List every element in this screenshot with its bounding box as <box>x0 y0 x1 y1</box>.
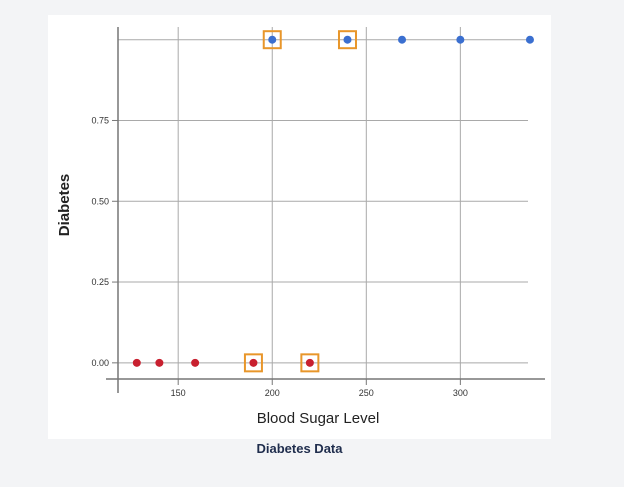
x-tick-labels: 150 200 250 300 <box>171 388 468 398</box>
data-point <box>132 358 141 367</box>
highlight-box <box>337 30 357 50</box>
x-axis-title: Blood Sugar Level <box>257 410 380 427</box>
y-tick-label: 0.75 <box>91 115 109 125</box>
chart-figure: 150 200 250 300 0.00 0.25 0.50 0.75 Blood Suga… <box>48 15 551 439</box>
highlight-boxes <box>243 30 357 373</box>
x-tick-label: 150 <box>171 388 186 398</box>
grid-lines <box>118 27 528 379</box>
highlight-box <box>300 353 320 373</box>
data-point <box>268 35 277 44</box>
data-point <box>343 35 352 44</box>
scatter-chart: 150 200 250 300 0.00 0.25 0.50 0.75 Blood Suga… <box>56 27 545 427</box>
y-tick-label: 0.25 <box>91 277 109 287</box>
y-tick-label: 0.00 <box>91 358 109 368</box>
highlight-box <box>243 353 263 373</box>
axes <box>106 27 545 393</box>
chart-caption: Diabetes Data <box>256 441 343 456</box>
data-points <box>132 35 534 367</box>
data-point <box>191 358 200 367</box>
data-point <box>249 358 258 367</box>
data-point <box>398 35 407 44</box>
x-tick-label: 300 <box>453 388 468 398</box>
data-point <box>525 35 534 44</box>
x-tick-label: 200 <box>265 388 280 398</box>
y-tick-labels: 0.00 0.25 0.50 0.75 <box>91 115 109 367</box>
data-point <box>456 35 465 44</box>
data-point <box>155 358 164 367</box>
y-tick-label: 0.50 <box>91 196 109 206</box>
y-axis-title: Diabetes <box>56 174 73 237</box>
highlight-box <box>262 30 282 50</box>
data-point <box>305 358 314 367</box>
x-tick-label: 250 <box>359 388 374 398</box>
